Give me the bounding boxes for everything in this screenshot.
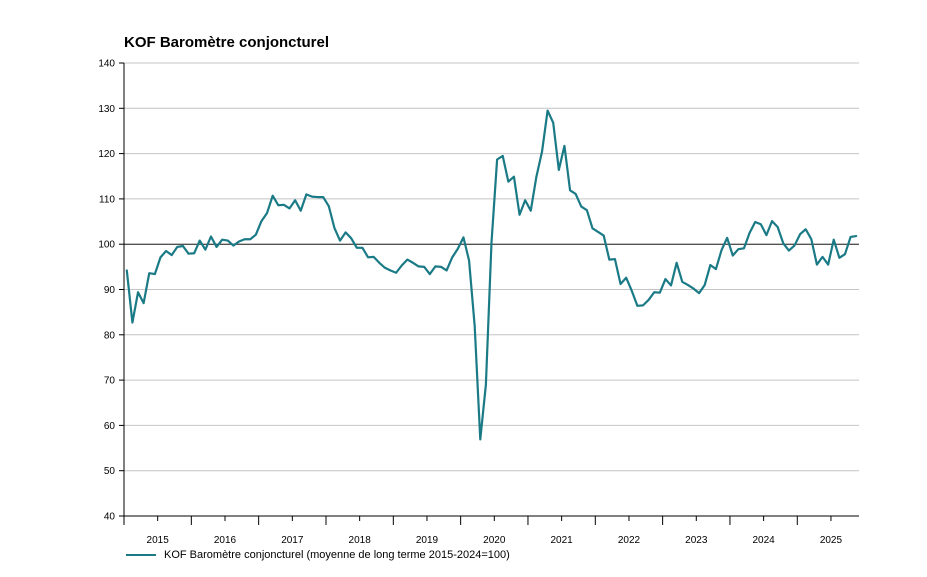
x-tick-label-2024: 2024 xyxy=(752,535,775,546)
x-tick-label-2019: 2019 xyxy=(416,535,439,546)
y-tick-label-70: 70 xyxy=(104,376,116,387)
series-line-0 xyxy=(125,109,858,441)
y-tick-label-120: 120 xyxy=(98,149,115,160)
y-tick-label-130: 130 xyxy=(98,104,115,115)
y-tick-label-50: 50 xyxy=(104,466,116,477)
legend: KOF Baromètre conjoncturel (moyenne de l… xyxy=(126,549,510,561)
y-tick-label-100: 100 xyxy=(98,240,115,251)
y-tick-label-140: 140 xyxy=(98,59,115,70)
y-tick-label-110: 110 xyxy=(99,194,115,205)
x-tick-label-2016: 2016 xyxy=(214,535,237,546)
x-tick-label-2022: 2022 xyxy=(618,535,641,546)
y-tick-label-60: 60 xyxy=(104,421,116,432)
y-tick-label-90: 90 xyxy=(104,285,116,296)
legend-swatch xyxy=(126,554,156,556)
x-tick-label-2025: 2025 xyxy=(820,535,843,546)
x-axis-ticks: 2015 2016 2017 2018 2019 2020 2021 2022 2023 2024… xyxy=(123,516,843,546)
x-tick-label-2023: 2023 xyxy=(685,535,708,546)
y-tick-label-80: 80 xyxy=(104,330,116,341)
x-tick-label-2017: 2017 xyxy=(281,535,304,546)
x-tick-label-2020: 2020 xyxy=(483,535,506,546)
x-tick-label-2018: 2018 xyxy=(349,535,372,546)
y-axis-ticks: 40 50 60 70 80 90 100 110 120 130 140 xyxy=(98,59,124,523)
series-layer xyxy=(125,109,858,441)
grid-lines xyxy=(124,62,859,472)
x-tick-label-2021: 2021 xyxy=(551,535,574,546)
legend-label: KOF Baromètre conjoncturel (moyenne de l… xyxy=(164,549,510,561)
x-tick-label-2015: 2015 xyxy=(147,535,170,546)
y-tick-label-40: 40 xyxy=(104,512,116,523)
chart-title: KOF Baromètre conjoncturel xyxy=(124,34,330,51)
